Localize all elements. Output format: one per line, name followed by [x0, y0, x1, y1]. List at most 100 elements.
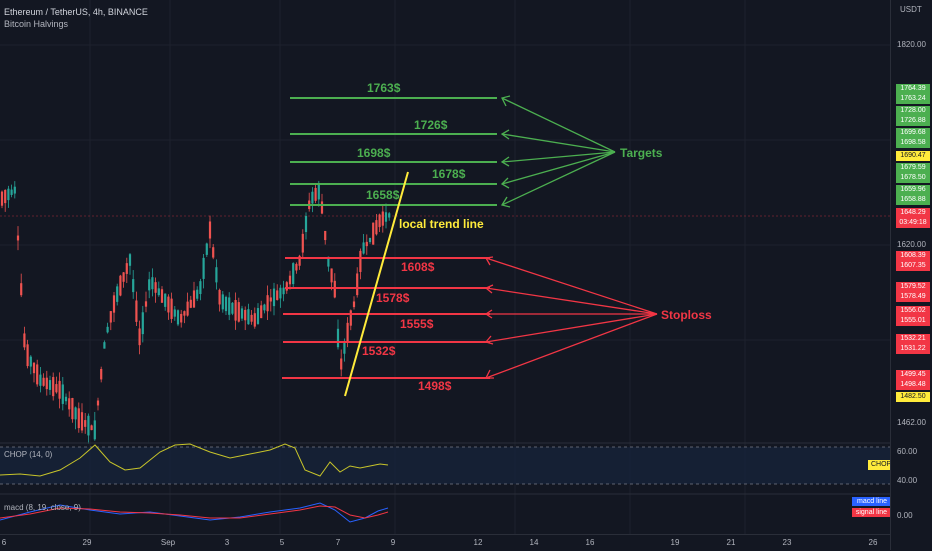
candle-body — [90, 425, 93, 431]
candle-body — [160, 289, 164, 303]
candle-body — [141, 312, 144, 335]
time-label: 7 — [335, 538, 341, 547]
price-tag: 1556.02 — [896, 306, 930, 316]
candle-body — [10, 189, 13, 195]
candle-body — [170, 298, 173, 319]
candle-body — [263, 304, 266, 311]
price-tag: 1532.21 — [896, 334, 930, 344]
candle-body — [26, 344, 29, 367]
candle-body — [276, 290, 279, 300]
price-tag: 1658.88 — [896, 195, 930, 205]
candle-body — [103, 342, 106, 349]
time-label: 21 — [726, 538, 736, 547]
local-trend-line — [344, 171, 409, 397]
indicator-name[interactable]: Bitcoin Halvings — [4, 19, 69, 29]
target-label-1763: 1763$ — [367, 81, 401, 95]
time-label: 3 — [224, 538, 230, 547]
candle-body — [55, 384, 58, 393]
candle-body — [68, 398, 71, 410]
price-tag: 1659.96 — [896, 185, 930, 195]
candle-body — [196, 289, 199, 299]
candle-body — [128, 254, 132, 266]
chop-band — [0, 447, 890, 484]
candle-body — [199, 281, 202, 295]
chart-area[interactable]: 1763$ 1726$ 1698$ 1678$ 1658$ Targets 16… — [0, 0, 895, 551]
candle-body — [42, 377, 45, 386]
chop-line — [0, 443, 389, 477]
candle-body — [173, 309, 176, 317]
candle-body — [13, 186, 16, 194]
time-label: 19 — [670, 538, 680, 547]
macd-title[interactable]: macd (8, 19, close, 9) — [4, 503, 81, 512]
candle-body — [368, 237, 372, 243]
candle-body — [269, 297, 272, 302]
price-tag: 1698.58 — [896, 138, 930, 148]
candle-body — [324, 230, 327, 241]
price-axis[interactable] — [890, 0, 932, 550]
axis-tick: 1620.00 — [897, 240, 926, 249]
stoploss-label-1555: 1555$ — [400, 317, 434, 331]
candle-body — [298, 255, 301, 266]
candle-body — [125, 263, 128, 274]
stoploss-label-1498: 1498$ — [418, 379, 452, 393]
stoploss-label-1608: 1608$ — [401, 260, 435, 274]
candle-body — [93, 420, 96, 440]
candle-body — [311, 191, 314, 204]
target-label-1678: 1678$ — [432, 167, 466, 181]
time-label: 5 — [279, 538, 285, 547]
price-tag: 1679.59 — [896, 163, 930, 173]
candle-body — [384, 212, 388, 222]
candle-body — [304, 215, 308, 233]
candle-body — [221, 294, 224, 310]
candle-body — [84, 420, 87, 427]
chart-legend: Ethereum / TetherUS, 4h, BINANCE Bitcoin… — [4, 6, 148, 30]
candle-body — [176, 310, 180, 325]
axis-unit: USDT — [900, 5, 922, 14]
time-label: 16 — [585, 538, 595, 547]
candle-body — [148, 279, 151, 291]
time-axis[interactable]: 6 29 Sep 3 5 7 9 12 14 16 19 21 23 26 — [0, 534, 890, 551]
candle-body — [29, 356, 32, 367]
candle-body — [74, 407, 77, 420]
price-tag: 1607.35 — [896, 261, 930, 271]
candle-body — [80, 412, 84, 431]
candle-body — [317, 182, 320, 200]
candle-body — [301, 233, 304, 253]
candle-body — [320, 201, 324, 214]
time-label: 26 — [868, 538, 878, 547]
candle-body — [119, 275, 122, 296]
axis-tick: 1820.00 — [897, 40, 926, 49]
candle-body — [340, 358, 343, 370]
price-tag: 1579.52 — [896, 282, 930, 292]
candle-body — [346, 322, 349, 342]
candle-body — [61, 384, 64, 404]
candle-body — [359, 250, 362, 272]
candle-body — [333, 280, 336, 298]
candle-body — [0, 191, 4, 206]
candle-body — [365, 241, 368, 247]
stoploss-arrows — [484, 256, 658, 379]
candle-body — [208, 221, 212, 239]
candle-body — [288, 275, 292, 285]
candle-body — [218, 289, 221, 305]
candle-body — [343, 342, 346, 354]
targets-label: Targets — [620, 146, 663, 160]
price-tag: 1648.29 — [896, 208, 930, 218]
chop-title[interactable]: CHOP (14, 0) — [4, 450, 53, 459]
signal-line-badge: signal line — [852, 508, 890, 517]
price-tag: 1555.01 — [896, 316, 930, 326]
symbol-title[interactable]: Ethereum / TetherUS, 4h, BINANCE — [4, 7, 148, 17]
candle-body — [336, 328, 340, 348]
price-tag: 1763.24 — [896, 94, 930, 104]
axis-tick: 0.00 — [897, 511, 913, 520]
candle-body — [48, 380, 52, 390]
candle-body — [244, 309, 247, 321]
candle-body — [356, 273, 359, 296]
candle-body — [167, 296, 170, 313]
candle-body — [32, 362, 36, 374]
candle-body — [180, 313, 183, 323]
candle-body — [234, 299, 237, 321]
candle-body — [157, 288, 160, 296]
main-chart-svg[interactable]: 1763$ 1726$ 1698$ 1678$ 1658$ Targets 16… — [0, 0, 890, 550]
time-label: Sep — [160, 538, 176, 547]
